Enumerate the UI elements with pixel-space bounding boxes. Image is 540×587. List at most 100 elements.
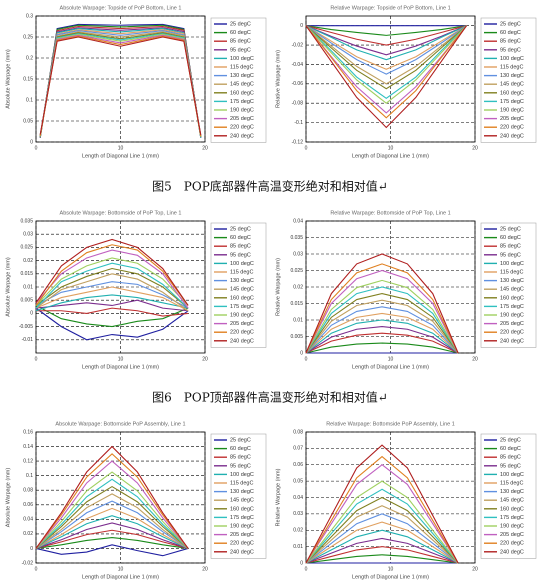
legend-box bbox=[210, 433, 267, 559]
legend-label: 220 degC bbox=[500, 125, 524, 131]
data-line bbox=[35, 262, 189, 309]
y-tick-label: -0.005 bbox=[19, 324, 33, 330]
x-tick-label: 20 bbox=[472, 356, 478, 362]
data-line bbox=[305, 279, 459, 354]
data-line bbox=[305, 505, 459, 564]
data-line bbox=[305, 488, 459, 564]
legend-label: 175 degC bbox=[230, 515, 254, 521]
x-axis-label: Length of Diagonal Line 1 (mm) bbox=[352, 574, 429, 580]
y-tick-label: 0.05 bbox=[293, 478, 303, 484]
y-tick-label: 0.3 bbox=[26, 13, 33, 19]
legend-label: 145 degC bbox=[500, 287, 524, 293]
data-line bbox=[35, 299, 189, 312]
legend-label: 85 degC bbox=[500, 244, 521, 250]
data-line bbox=[35, 304, 189, 328]
legend-label: 95 degC bbox=[500, 252, 521, 258]
data-line bbox=[35, 485, 189, 549]
chart-title: Absolute Warpage: Bottomside PoP Assembl… bbox=[55, 421, 185, 427]
data-line bbox=[305, 25, 467, 46]
y-tick-label: 0.06 bbox=[23, 502, 33, 508]
x-tick-label: 10 bbox=[118, 356, 124, 362]
y-tick-label: 0.02 bbox=[293, 528, 303, 534]
y-tick-label: 0.015 bbox=[20, 271, 33, 277]
legend-label: 190 degC bbox=[500, 312, 524, 318]
x-tick-label: 20 bbox=[202, 356, 208, 362]
data-line bbox=[305, 25, 467, 100]
data-line bbox=[305, 25, 467, 56]
data-line bbox=[35, 544, 189, 557]
data-line bbox=[35, 281, 189, 309]
x-tick-label: 0 bbox=[35, 145, 38, 151]
data-line bbox=[305, 306, 459, 354]
data-line bbox=[39, 33, 202, 136]
data-line bbox=[305, 342, 459, 354]
legend-label: 100 degC bbox=[230, 472, 254, 478]
y-tick-label: 0.02 bbox=[23, 531, 33, 537]
y-tick-label: 0.12 bbox=[23, 458, 33, 464]
x-tick-label: 20 bbox=[472, 566, 478, 572]
y-tick-label: 0.025 bbox=[290, 268, 303, 274]
legend-label: 145 degC bbox=[500, 82, 524, 88]
plot-frame bbox=[305, 15, 476, 143]
x-tick-label: 10 bbox=[388, 145, 394, 151]
legend-label: 115 degC bbox=[500, 269, 523, 275]
data-line bbox=[35, 529, 189, 549]
legend-label: 145 degC bbox=[500, 498, 524, 504]
y-tick-label: 0.01 bbox=[293, 317, 303, 323]
data-line bbox=[39, 31, 202, 137]
y-tick-label: 0.2 bbox=[26, 55, 33, 61]
data-line bbox=[305, 513, 459, 564]
legend-label: 130 degC bbox=[230, 489, 254, 495]
data-line bbox=[305, 546, 459, 564]
legend-label: 220 degC bbox=[500, 330, 524, 336]
data-line bbox=[305, 25, 467, 61]
legend-label: 95 degC bbox=[230, 463, 251, 469]
legend-label: 25 degC bbox=[230, 226, 251, 232]
y-tick-label: 0.02 bbox=[293, 284, 303, 290]
legend-label: 240 degC bbox=[230, 133, 254, 139]
legend-label: 240 degC bbox=[500, 549, 524, 555]
legend-label: 115 degC bbox=[500, 480, 523, 486]
legend-label: 100 degC bbox=[230, 56, 254, 62]
y-tick-label: 0 bbox=[30, 311, 33, 317]
data-line bbox=[35, 294, 189, 312]
legend-label: 60 degC bbox=[230, 30, 251, 36]
legend-label: 130 degC bbox=[500, 489, 524, 495]
y-tick-label: 0.08 bbox=[23, 488, 33, 494]
data-line bbox=[305, 444, 459, 564]
data-line bbox=[305, 269, 459, 354]
legend-label: 85 degC bbox=[500, 39, 521, 45]
data-line bbox=[35, 244, 189, 306]
legend-label: 60 degC bbox=[500, 446, 521, 452]
legend-label: 115 degC bbox=[500, 64, 523, 70]
legend-label: 220 degC bbox=[230, 125, 254, 131]
x-tick-label: 20 bbox=[472, 145, 478, 151]
y-tick-label: -0.1 bbox=[294, 120, 303, 126]
legend-label: 115 degC bbox=[230, 480, 253, 486]
legend-box bbox=[480, 17, 537, 143]
data-line bbox=[35, 267, 189, 309]
legend-label: 85 degC bbox=[230, 244, 251, 250]
legend-label: 145 degC bbox=[230, 287, 254, 293]
data-line bbox=[35, 478, 189, 549]
y-tick-label: 0 bbox=[30, 139, 33, 145]
legend-label: 160 degC bbox=[230, 295, 254, 301]
x-tick-label: 0 bbox=[305, 356, 308, 362]
caption: 图6 POP顶部器件高温变形绝对和相对值↵ bbox=[152, 390, 388, 405]
chart-title: Relative Warpage: Bottomside of PoP Top,… bbox=[330, 210, 450, 216]
data-line bbox=[39, 32, 202, 138]
data-line bbox=[305, 312, 459, 354]
y-tick-label: 0.25 bbox=[23, 34, 33, 40]
data-line bbox=[35, 238, 189, 306]
legend-label: 190 degC bbox=[230, 312, 254, 318]
x-tick-label: 0 bbox=[305, 145, 308, 151]
y-tick-label: 0.005 bbox=[20, 298, 33, 304]
data-line bbox=[305, 480, 459, 564]
data-line bbox=[305, 25, 467, 75]
data-line bbox=[305, 263, 459, 354]
plot-frame bbox=[35, 15, 206, 143]
legend-label: 205 degC bbox=[500, 532, 524, 538]
data-line bbox=[305, 455, 459, 564]
